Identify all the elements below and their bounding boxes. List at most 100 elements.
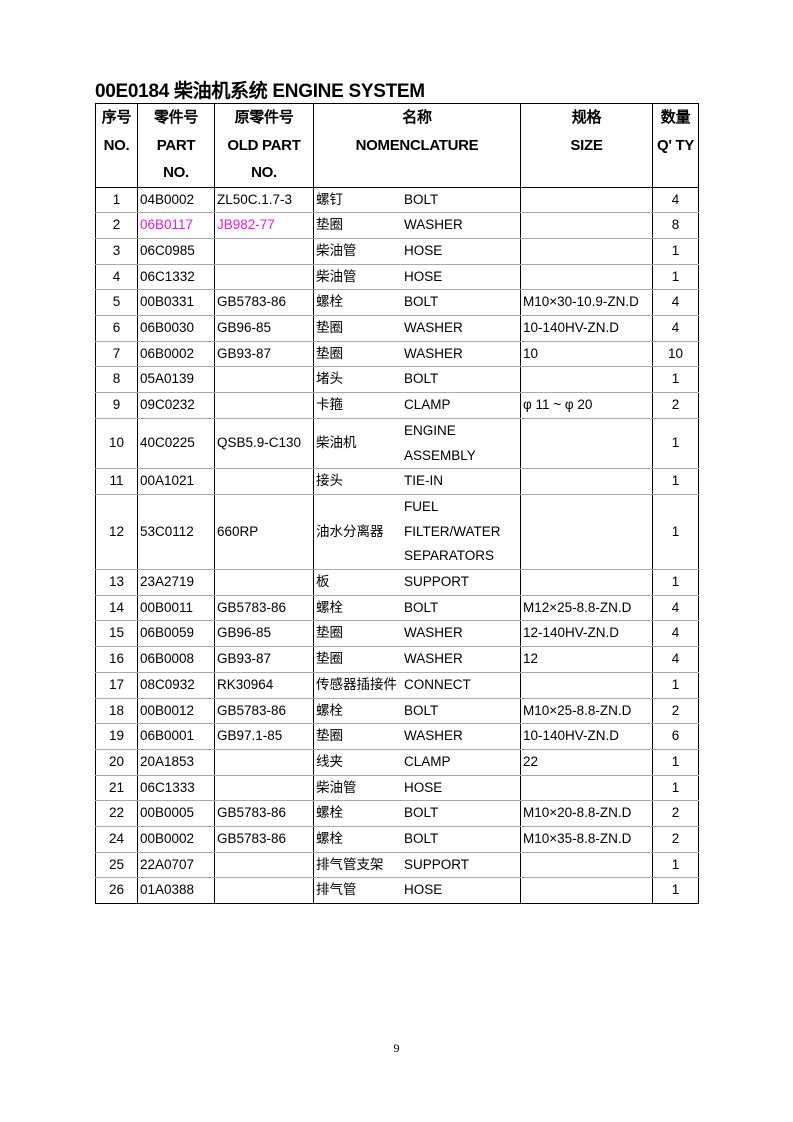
name-chinese: 垫圈 [316,728,343,744]
old-part-no [214,263,314,291]
size [520,569,653,596]
header-row: 序号 NO. 零件号 PART NO. 原零件号 OLD PART NO. 名称 NOMEN… [95,103,699,188]
row-no: 13 [95,569,138,596]
name-english: WASHER [404,724,520,749]
name-chinese: 线夹 [316,753,343,769]
nomenclature: 螺栓 BOLT [313,697,521,725]
part-no: 06B0059 [137,620,215,648]
table-row: 15 06B0059 GB96-85 垫圈 WASHER 12-140HV-ZN.D 4 [95,620,699,648]
size [520,186,653,214]
name-english-line: WASHER [404,625,463,641]
name-chinese: 柴油管 [316,242,357,258]
row-no: 12 [95,493,138,571]
size: 22 [520,748,653,776]
old-part-no: 660RP [214,493,314,571]
size: M10×30-10.9-ZN.D [520,289,653,317]
quantity: 8 [652,212,699,239]
old-part-no [214,774,314,802]
part-no: 06C0985 [137,237,215,265]
name-english-line: HOSE [404,268,443,284]
name-english: ENGINE ASSEMBLY [404,419,520,468]
quantity: 1 [652,748,699,776]
page-number: 9 [393,1041,400,1055]
part-no: 00B0331 [137,289,215,317]
row-no: 20 [95,748,138,776]
table-row: 6 06B0030 GB96-85 垫圈 WASHER 10-140HV-ZN.D 4 [95,315,699,342]
quantity: 1 [652,493,699,571]
part-no: 06B0002 [137,340,215,368]
name-english: TIE-IN [404,469,520,494]
nomenclature: 垫圈 WASHER [313,212,521,239]
part-no: 23A2719 [137,569,215,596]
row-no: 4 [95,263,138,291]
page-title: 00E0184 柴油机系统 ENGINE SYSTEM [95,81,425,102]
name-chinese: 螺钉 [316,191,343,207]
name-english: HOSE [404,239,520,264]
name-chinese: 螺栓 [316,702,343,718]
name-english: CLAMP [404,750,520,775]
size: M12×25-8.8-ZN.D [520,594,653,622]
quantity: 1 [652,366,699,394]
table-row: 16 06B0008 GB93-87 垫圈 WASHER 12 4 [95,646,699,673]
size: M10×35-8.8-ZN.D [520,826,653,853]
header-size: 规格 SIZE [520,103,653,188]
name-english: BOLT [404,367,520,392]
part-no: 05A0139 [137,366,215,394]
name-english: CONNECT [404,673,520,698]
size: φ 11 ~ φ 20 [520,392,653,419]
row-no: 25 [95,851,138,879]
old-part-no: GB97.1-85 [214,723,314,750]
name-english-line: SUPPORT [404,856,470,872]
table-row: 3 06C0985 柴油管 HOSE 1 [95,237,699,265]
row-no: 8 [95,366,138,394]
nomenclature: 柴油管 HOSE [313,237,521,265]
name-english-line: BOLT [404,191,439,207]
nomenclature: 螺钉 BOLT [313,186,521,214]
nomenclature: 垫圈 WASHER [313,340,521,368]
size: 12-140HV-ZN.D [520,620,653,648]
name-chinese: 柴油管 [316,779,357,795]
part-no: 53C0112 [137,493,215,571]
name-english: BOLT [404,827,520,852]
header-part: 零件号 PART NO. [137,103,215,188]
old-part-no: JB982-77 [214,212,314,239]
quantity: 2 [652,826,699,853]
quantity: 1 [652,851,699,879]
quantity: 4 [652,594,699,622]
old-part-no: GB5783-86 [214,826,314,853]
old-part-no: GB93-87 [214,340,314,368]
row-no: 21 [95,774,138,802]
name-english-line: WASHER [404,728,463,744]
name-english-line: CLAMP [404,753,451,769]
header-old-part: 原零件号 OLD PART NO. [214,103,314,188]
name-english-line: FILTER/WATER [404,523,501,539]
row-no: 19 [95,723,138,750]
name-chinese: 排气管支架 [316,856,384,872]
quantity: 1 [652,237,699,265]
table-row: 9 09C0232 卡箍 CLAMP φ 11 ~ φ 20 2 [95,392,699,419]
old-part-no: GB93-87 [214,646,314,673]
part-no: 00B0005 [137,800,215,828]
nomenclature: 柴油管 HOSE [313,774,521,802]
row-no: 14 [95,594,138,622]
name-chinese: 卡箍 [316,397,343,413]
row-no: 2 [95,212,138,239]
quantity: 6 [652,723,699,750]
quantity: 1 [652,671,699,699]
table-row: 1 04B0002 ZL50C.1.7-3 螺钉 BOLT 4 [95,186,699,214]
size [520,877,653,905]
size: 10 [520,340,653,368]
name-chinese: 垫圈 [316,320,343,336]
name-chinese: 垫圈 [316,625,343,641]
part-no: 06B0001 [137,723,215,750]
table-row: 12 53C0112 660RP 油水分离器 FUEL FILTER/WATER SEPAR… [95,493,699,571]
nomenclature: 板 SUPPORT [313,569,521,596]
old-part-no: GB5783-86 [214,289,314,317]
old-part-no [214,392,314,419]
name-chinese: 垫圈 [316,345,343,361]
nomenclature: 传感器插接件 CONNECT [313,671,521,699]
size [520,493,653,571]
name-english-line: BOLT [404,599,439,615]
size [520,212,653,239]
row-no: 9 [95,392,138,419]
